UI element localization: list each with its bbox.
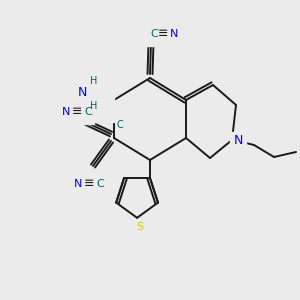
Text: N: N [74, 179, 82, 189]
Text: C: C [150, 29, 158, 39]
Bar [54, 172, 106, 194]
Text: C: C [96, 179, 104, 189]
Text: S: S [136, 222, 144, 232]
Text: N: N [62, 107, 70, 117]
Text: N: N [233, 134, 243, 146]
Text: H: H [90, 76, 98, 86]
Text: ≡: ≡ [72, 106, 82, 118]
Text: ≡: ≡ [84, 178, 94, 190]
Text: H: H [90, 101, 98, 111]
Bar [42, 102, 94, 124]
Text: C: C [117, 120, 123, 130]
Bar [132, 220, 150, 234]
Bar [58, 78, 114, 122]
Text: N: N [170, 29, 178, 39]
Text: N: N [77, 85, 87, 98]
Bar [230, 132, 246, 148]
Bar [138, 24, 200, 46]
Text: ≡: ≡ [158, 28, 168, 40]
Text: C: C [84, 107, 92, 117]
